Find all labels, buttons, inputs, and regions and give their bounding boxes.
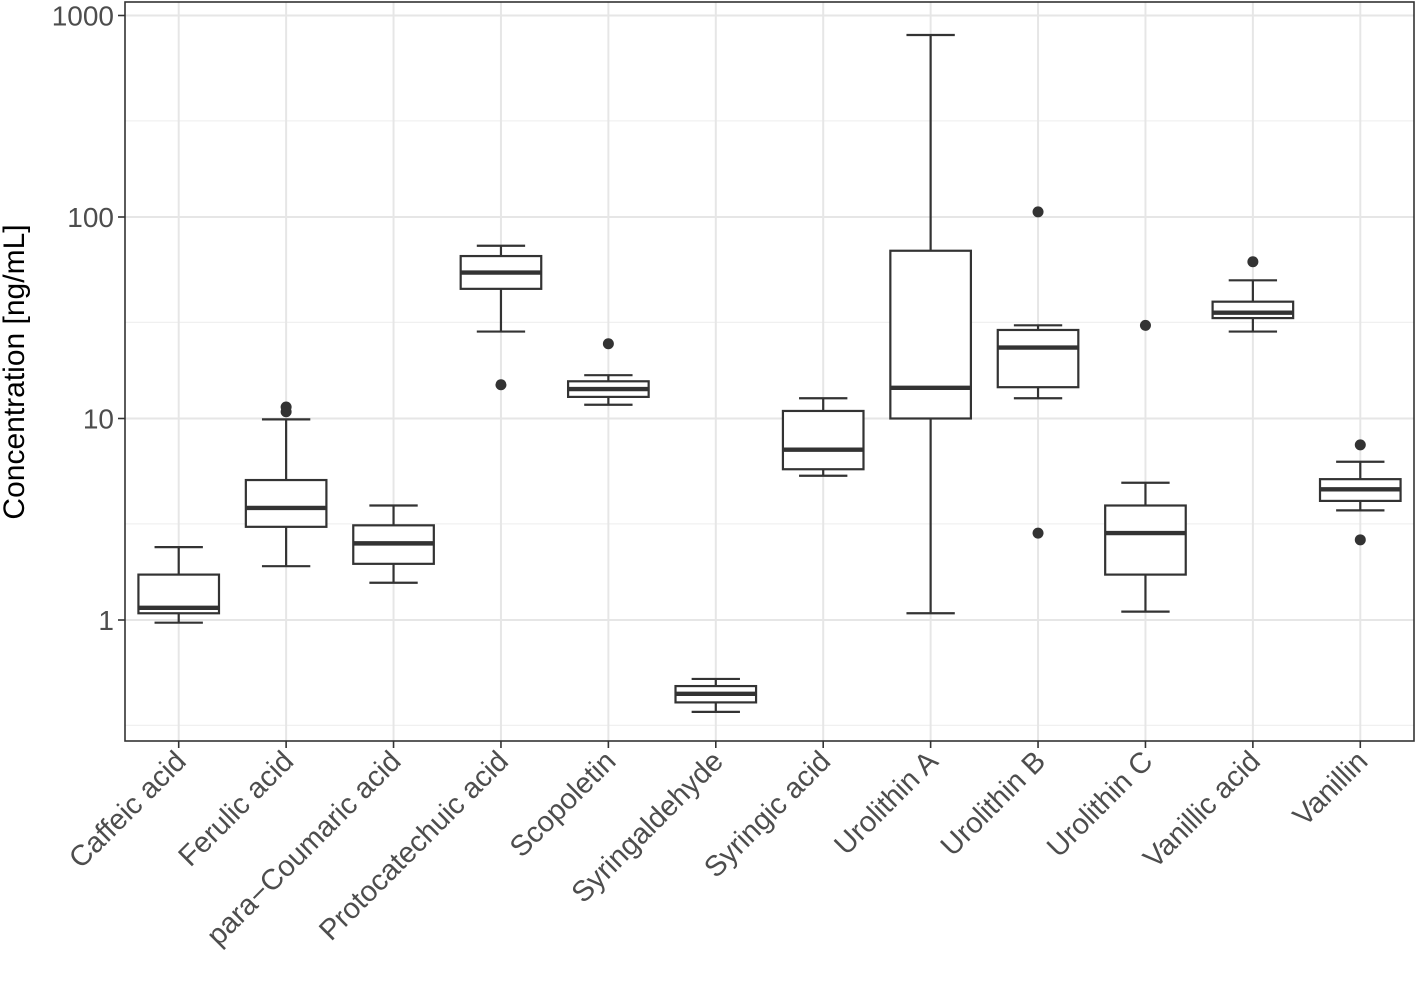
- box-9: [1104, 319, 1187, 613]
- boxes: [137, 33, 1402, 713]
- box-body: [1211, 300, 1295, 320]
- box-10: [1211, 256, 1295, 333]
- box-4: [566, 338, 650, 406]
- outlier-point: [1354, 534, 1366, 546]
- gridlines: [125, 2, 1414, 741]
- outlier-point: [1032, 527, 1044, 539]
- y-tick-label: 1: [98, 605, 114, 636]
- outlier-point: [602, 338, 614, 350]
- box-7: [889, 33, 973, 615]
- box-2: [352, 504, 435, 584]
- outlier-point: [1032, 206, 1044, 218]
- box-body: [244, 478, 328, 528]
- box-6: [781, 397, 865, 477]
- box-8: [996, 206, 1080, 539]
- box-3: [459, 244, 543, 391]
- box-body: [889, 249, 973, 420]
- panel-border: [124, 1, 1415, 742]
- box-5: [674, 677, 758, 713]
- box-1: [244, 401, 328, 568]
- y-tick-label: 1000: [52, 1, 114, 32]
- box-body: [996, 328, 1080, 389]
- box-0: [137, 546, 221, 624]
- box-11: [1318, 439, 1402, 546]
- outlier-point: [1354, 439, 1366, 451]
- y-tick-label: 100: [67, 202, 114, 233]
- box-body: [1104, 504, 1187, 576]
- outlier-point: [495, 379, 507, 391]
- outlier-point: [1247, 256, 1259, 268]
- y-axis-title: Concentration [ng/mL]: [0, 224, 31, 519]
- box-body: [781, 409, 865, 471]
- outlier-point: [280, 401, 292, 413]
- outlier-point: [1139, 319, 1151, 331]
- y-axis-ticks: 1 10 100 1000: [52, 1, 125, 636]
- y-tick-label: 10: [83, 404, 114, 435]
